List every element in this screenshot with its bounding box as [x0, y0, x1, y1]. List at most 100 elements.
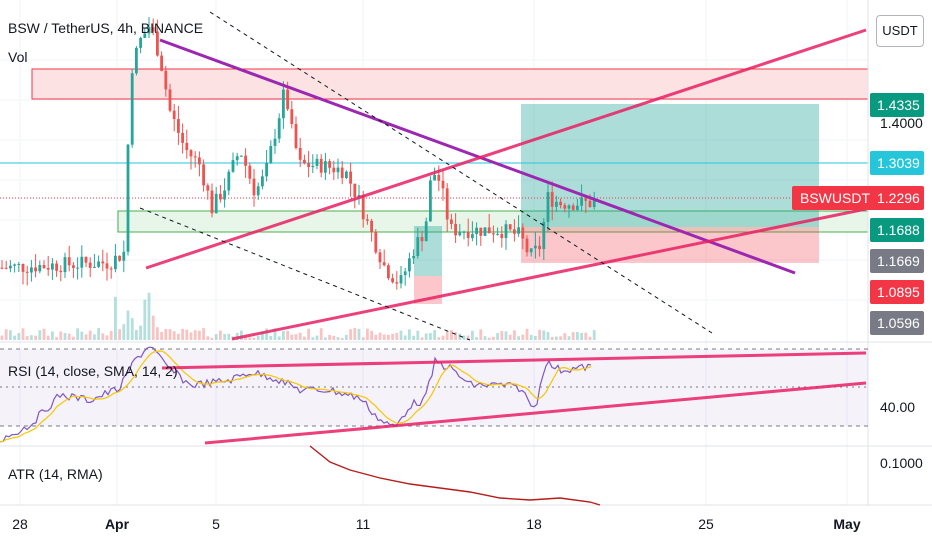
candle-body: [189, 150, 193, 157]
volume-bar: [441, 335, 445, 340]
candle-body: [0, 267, 4, 269]
candle-body: [202, 164, 205, 186]
candle-body: [210, 190, 214, 214]
volume-bar: [17, 333, 21, 340]
candle-body: [135, 47, 138, 74]
volume-bar: [193, 330, 197, 340]
resistance-zone[interactable]: [31, 68, 869, 100]
volume-bar: [109, 331, 113, 340]
volume-bar: [450, 330, 453, 340]
price-badge-stop: 1.0895: [870, 280, 924, 304]
volume-bar: [38, 330, 42, 340]
candle-body: [542, 222, 546, 250]
volume-bar: [395, 332, 399, 340]
candle-body: [13, 264, 16, 266]
candle-body: [55, 263, 58, 271]
candle-body: [412, 255, 415, 259]
volume-bar: [240, 330, 243, 340]
volume-bar: [114, 296, 117, 340]
candle-body: [349, 171, 352, 184]
candle-body: [546, 192, 550, 223]
candle-body: [93, 266, 96, 268]
dashed-trendline-1[interactable]: [209, 11, 713, 334]
time-tick-18: 18: [526, 516, 542, 532]
volume-bar: [471, 330, 474, 340]
volume-bar: [340, 337, 344, 340]
volume-bar: [479, 329, 483, 340]
volume-bar: [76, 328, 79, 340]
volume-bar: [25, 336, 29, 340]
volume-bar: [458, 333, 462, 340]
dashed-trendline-2[interactable]: [139, 207, 471, 341]
volume-bar: [261, 331, 264, 340]
candle-body: [294, 123, 298, 148]
candle-body: [567, 205, 571, 209]
lower-channel-trendline[interactable]: [231, 207, 867, 341]
volume-bar: [198, 330, 201, 340]
volume-bar: [227, 333, 231, 340]
volume-bar: [370, 330, 373, 340]
upper-channel-trendline[interactable]: [145, 28, 867, 270]
volume-bar: [118, 329, 121, 340]
volume-bar: [256, 335, 260, 340]
volume-bar: [315, 335, 319, 340]
volume-bar: [34, 335, 37, 340]
volume-bar: [202, 328, 205, 340]
candle-body: [504, 224, 508, 239]
volume-bar: [382, 334, 386, 340]
candle-body: [534, 245, 537, 249]
candle-body: [454, 223, 457, 236]
candle-body: [143, 33, 147, 38]
volume-bar: [592, 330, 596, 340]
candle-body: [223, 190, 226, 200]
long-position-target[interactable]: [521, 104, 819, 227]
volume-bar: [580, 332, 583, 340]
volume-bar: [475, 337, 478, 340]
volume-bar: [126, 310, 130, 340]
volume-bar: [420, 337, 424, 340]
volume-bar: [181, 328, 184, 340]
candle-body: [244, 155, 247, 166]
price-badge-support: 1.1669: [870, 249, 924, 273]
time-tick-may: May: [833, 516, 861, 532]
volume-bar: [214, 334, 218, 340]
candle-body: [114, 255, 117, 270]
candle-body: [286, 89, 289, 110]
currency-selector[interactable]: USDT: [876, 15, 924, 47]
rsi-legend[interactable]: RSI (14, close, SMA, 14, 2): [8, 363, 178, 379]
rsi-level-label: 40.00: [880, 399, 916, 415]
candle-body: [529, 248, 533, 253]
long-position-stop[interactable]: [521, 227, 819, 263]
volume-bar: [88, 330, 92, 340]
candle-body: [471, 234, 474, 238]
volume-bar: [42, 328, 46, 340]
atr-legend[interactable]: ATR (14, RMA): [8, 466, 103, 482]
volume-bar: [282, 330, 285, 340]
volume-bar: [67, 333, 71, 340]
price-badge-current: 1.2296: [870, 186, 924, 210]
candle-body: [25, 271, 29, 273]
volume-bar: [374, 334, 378, 340]
volume-bar: [303, 336, 306, 340]
volume-bar: [584, 332, 588, 340]
volume-bar: [51, 331, 54, 340]
volume-bar: [55, 337, 58, 340]
candle-body: [441, 180, 445, 189]
rsi-upper-trendline[interactable]: [161, 351, 867, 370]
candle-body: [51, 263, 54, 270]
candle-body: [80, 256, 84, 268]
volume-bar: [156, 327, 159, 340]
candle-body: [458, 232, 462, 236]
candle-body: [353, 183, 357, 198]
candle-body: [374, 232, 378, 253]
symbol-title[interactable]: BSW / TetherUS, 4h, BINANCE: [8, 20, 204, 36]
purple-descending-trendline[interactable]: [159, 38, 796, 275]
volume-legend[interactable]: Vol: [8, 49, 28, 65]
volume-bar: [534, 335, 537, 340]
candle-body: [496, 233, 499, 235]
candle-body: [315, 158, 319, 166]
candle-body: [109, 268, 113, 270]
volume-bar: [412, 335, 415, 340]
rsi-lower-trendline[interactable]: [204, 381, 867, 445]
